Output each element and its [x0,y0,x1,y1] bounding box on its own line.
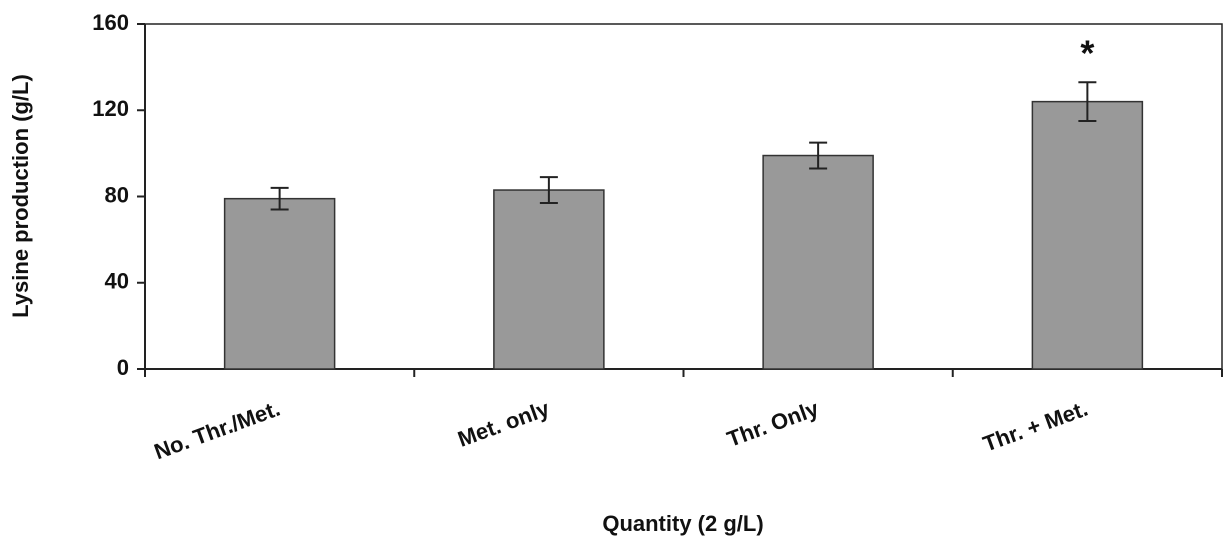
bar [493,189,605,370]
x-tick-label: Met. only [454,395,553,451]
x-tick-label: Thr. + Met. [980,396,1091,457]
y-tick-label: 120 [92,96,129,121]
y-axis-title: Lysine production (g/L) [8,74,33,318]
bar [1031,100,1144,370]
bar [223,197,336,370]
x-axis-title: Quantity (2 g/L) [602,511,763,536]
bar [762,154,874,370]
annotation: * [1080,33,1094,74]
y-tick-label: 40 [105,269,129,294]
x-tick-label: Thr. Only [724,395,823,451]
y-tick-label: 80 [105,182,129,207]
x-tick-label: No. Thr./Met. [151,396,284,465]
y-tick-label: 0 [117,355,129,380]
y-tick-label: 160 [92,10,129,35]
